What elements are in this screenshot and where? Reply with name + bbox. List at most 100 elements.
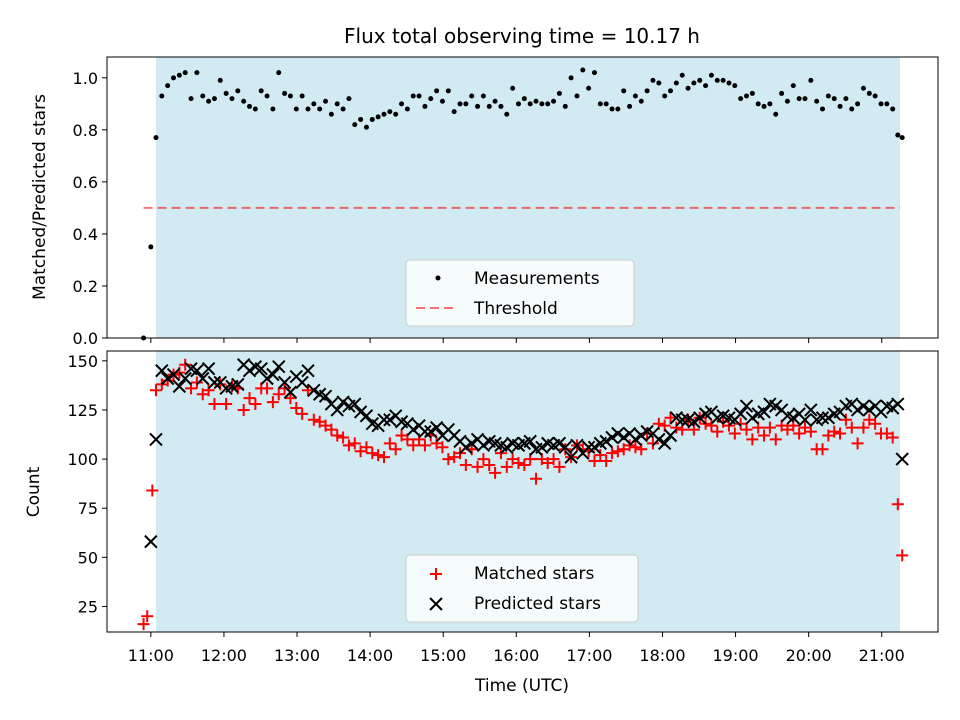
matched-star-point [728, 427, 741, 440]
measurement-point [159, 93, 165, 99]
measurement-point [790, 83, 796, 89]
measurement-point [171, 75, 177, 81]
legend-matched-marker [430, 568, 442, 580]
measurement-point [445, 88, 451, 94]
measurement-point [668, 88, 674, 94]
measurement-point [899, 135, 905, 141]
measurement-point [188, 96, 194, 102]
predicted-star-point [178, 371, 192, 386]
measurement-point [825, 93, 831, 99]
matched-star-point [530, 472, 543, 485]
predicted-star-point [155, 363, 169, 378]
predicted-star-point [523, 434, 537, 449]
measurement-point [311, 101, 317, 107]
measurement-point [340, 106, 346, 112]
measurement-point [480, 93, 486, 99]
matched-star-point [664, 411, 677, 424]
measurement-point [779, 90, 785, 96]
predicted-star-point [383, 413, 397, 427]
measurement-point [814, 98, 820, 104]
measurement-point [895, 132, 901, 138]
measurement-point [176, 72, 182, 78]
matched-star-point [793, 427, 806, 440]
measurement-point [247, 103, 253, 109]
predicted-star-point [464, 436, 479, 451]
matched-star-point [828, 425, 841, 438]
measurement-point [305, 106, 311, 112]
measurement-point [235, 88, 241, 94]
predicted-star-point [804, 403, 818, 417]
predicted-star-point [628, 432, 643, 447]
predicted-star-point [406, 422, 420, 437]
predicted-star-point [891, 397, 905, 411]
measurement-point [492, 98, 498, 104]
legend-matched-label: Matched stars [474, 564, 594, 584]
predicted-star-point [254, 361, 268, 376]
measurement-point [662, 93, 668, 99]
measurement-point [153, 135, 159, 141]
matched-star-point [670, 421, 683, 434]
matched-star-point [290, 401, 303, 414]
predicted-star-point [617, 430, 631, 445]
measurement-point [352, 122, 358, 128]
measurement-point [334, 101, 340, 107]
measurement-point [194, 70, 200, 76]
measurement-point [773, 111, 779, 117]
matched-star-point [518, 458, 531, 471]
measurement-point [428, 96, 434, 102]
predicted-star-point [558, 440, 572, 454]
matched-star-point [325, 423, 338, 436]
measurement-point [767, 101, 773, 107]
measurement-point [264, 93, 270, 99]
measurement-point [486, 103, 492, 109]
predicted-star-point [663, 428, 678, 443]
measurement-point [784, 98, 790, 104]
matched-star-point [769, 433, 782, 446]
measurement-point [802, 96, 808, 102]
legend-measurements-marker [435, 275, 441, 281]
predicted-star-point [277, 375, 292, 390]
matched-star-point [383, 437, 396, 450]
measurement-point [656, 80, 662, 86]
matched-star-point [477, 453, 490, 466]
measurement-point [457, 101, 463, 107]
legend-predicted-label: Predicted stars [474, 594, 601, 614]
matched-star-point [629, 441, 642, 454]
measurement-point [551, 98, 557, 104]
measurement-point [632, 93, 638, 99]
matched-star-point [436, 441, 449, 454]
matched-star-point [489, 466, 502, 479]
measurement-point [609, 106, 615, 112]
predicted-star-point [353, 405, 368, 419]
measurement-point [504, 111, 510, 117]
measurement-point [697, 77, 703, 83]
matched-star-point [834, 427, 847, 440]
predicted-star-point [318, 389, 333, 403]
matched-star-point [208, 398, 221, 411]
matched-star-point [547, 453, 560, 466]
matched-star-point [296, 407, 309, 420]
matched-star-point [331, 429, 344, 442]
predicted-star-point [895, 452, 909, 466]
measurement-point [720, 77, 726, 83]
predicted-star-point [687, 415, 701, 429]
matched-star-point [512, 457, 525, 470]
measurement-point [878, 101, 884, 107]
measurement-point [363, 124, 369, 130]
matched-star-point [342, 439, 355, 452]
matched-star-point [360, 441, 373, 454]
measurement-point [627, 103, 633, 109]
predicted-star-point [657, 436, 672, 451]
measurement-point [568, 75, 574, 81]
matched-star-point [606, 447, 619, 460]
predicted-star-point [149, 432, 163, 447]
matched-star-point [407, 439, 420, 452]
predicted-star-point [815, 411, 830, 425]
ratio-y-tick-label: 0.6 [73, 173, 98, 192]
predicted-star-point [634, 428, 648, 443]
predicted-star-point [424, 424, 438, 439]
ratio-panel: 0.0 0.2 0.4 0.6 0.8 1.0 Matched/Predicted sta… [30, 56, 939, 348]
matched-star-point [284, 392, 297, 405]
count-y-tick-label: 100 [67, 450, 98, 469]
